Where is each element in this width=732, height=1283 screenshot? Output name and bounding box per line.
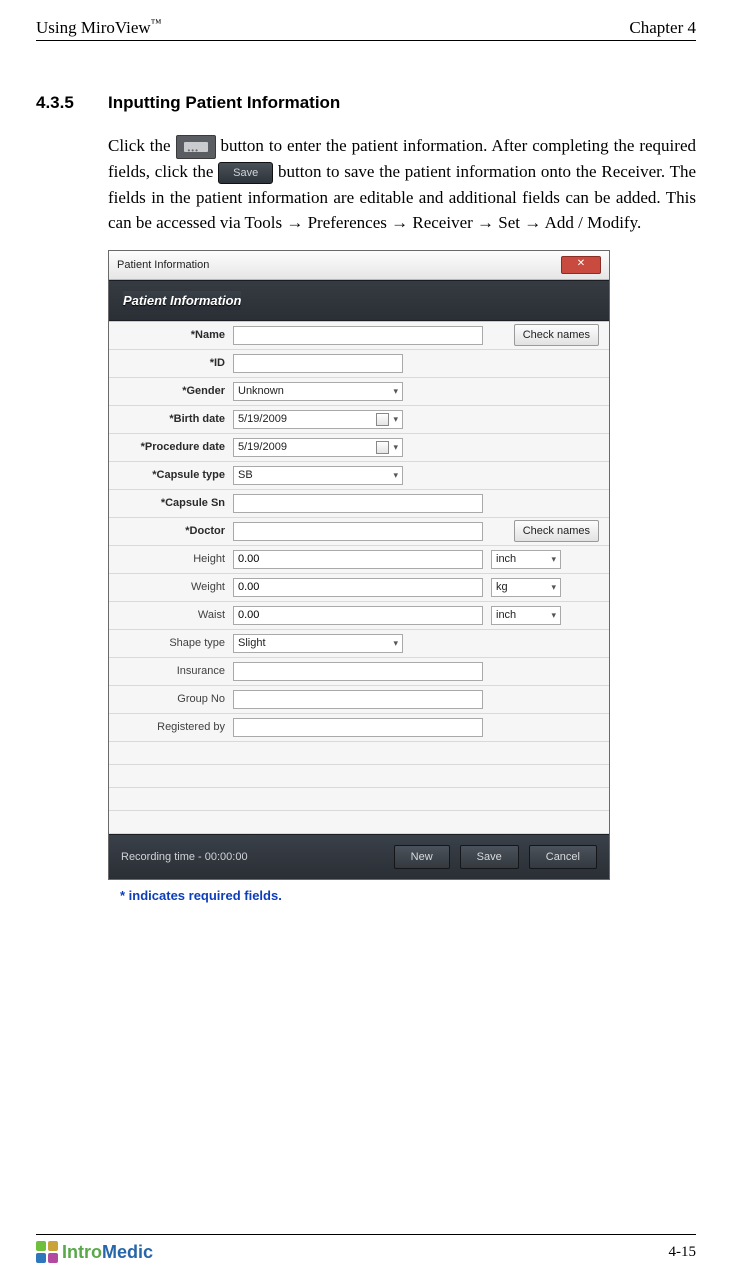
id-field[interactable] [233, 354, 403, 373]
check-names-button[interactable]: Check names [514, 520, 599, 542]
input-toolbar-icon: ••• [176, 135, 216, 159]
dialog-footer: Recording time - 00:00:00 New Save Cance… [109, 834, 609, 879]
required-note: * indicates required fields. [120, 888, 696, 903]
label-insurance: Insurance [119, 665, 225, 677]
waist-field[interactable] [233, 606, 483, 625]
label-birth: *Birth date [119, 413, 225, 425]
dialog-title-text: Patient Information [117, 259, 209, 271]
label-id: *ID [119, 357, 225, 369]
calendar-icon [376, 441, 389, 454]
header-left: Using MiroView™ [36, 18, 161, 38]
doctor-field[interactable] [233, 522, 483, 541]
dialog-header-band: Patient Information [109, 280, 609, 321]
section-number: 4.3.5 [36, 93, 86, 113]
birth-date-field[interactable]: 5/19/2009▾ [233, 410, 403, 429]
label-doctor: *Doctor [119, 525, 225, 537]
height-field[interactable] [233, 550, 483, 569]
insurance-field[interactable] [233, 662, 483, 681]
height-unit-select[interactable]: inch▾ [491, 550, 561, 569]
save-button[interactable]: Save [460, 845, 519, 869]
check-names-button[interactable]: Check names [514, 324, 599, 346]
label-shape-type: Shape type [119, 637, 225, 649]
label-name: *Name [119, 329, 225, 341]
empty-row [109, 742, 609, 765]
shape-type-select[interactable]: Slight▾ [233, 634, 403, 653]
label-registered-by: Registered by [119, 721, 225, 733]
name-field[interactable] [233, 326, 483, 345]
logo: IntroMedic [36, 1241, 153, 1263]
logo-icon [36, 1241, 58, 1263]
capsule-sn-field[interactable] [233, 494, 483, 513]
label-waist: Waist [119, 609, 225, 621]
empty-row [109, 788, 609, 811]
close-icon[interactable]: ✕ [561, 256, 601, 274]
section-title: Inputting Patient Information [108, 93, 340, 113]
save-button-inline-icon: Save [218, 162, 273, 184]
weight-unit-select[interactable]: kg▾ [491, 578, 561, 597]
label-capsule-sn: *Capsule Sn [119, 497, 225, 509]
calendar-icon [376, 413, 389, 426]
patient-form: *Name Check names *ID *Gender Unknown▾ *… [109, 321, 609, 834]
label-capsule-type: *Capsule type [119, 469, 225, 481]
page-footer: IntroMedic 4-15 [36, 1234, 696, 1263]
gender-select[interactable]: Unknown▾ [233, 382, 403, 401]
procedure-date-field[interactable]: 5/19/2009▾ [233, 438, 403, 457]
page-number: 4-15 [669, 1244, 697, 1261]
label-gender: *Gender [119, 385, 225, 397]
header-right: Chapter 4 [629, 18, 696, 38]
patient-info-dialog: Patient Information ✕ Patient Informatio… [108, 250, 610, 880]
page-header: Using MiroView™ Chapter 4 [36, 18, 696, 41]
registered-by-field[interactable] [233, 718, 483, 737]
cancel-button[interactable]: Cancel [529, 845, 597, 869]
empty-row [109, 811, 609, 834]
capsule-type-select[interactable]: SB▾ [233, 466, 403, 485]
recording-time: Recording time - 00:00:00 [121, 851, 384, 863]
waist-unit-select[interactable]: inch▾ [491, 606, 561, 625]
panel-title: Patient Information [123, 291, 241, 310]
new-button[interactable]: New [394, 845, 450, 869]
label-weight: Weight [119, 581, 225, 593]
label-procedure-date: *Procedure date [119, 441, 225, 453]
section-body: Click the ••• button to enter the patien… [108, 133, 696, 236]
label-height: Height [119, 553, 225, 565]
group-no-field[interactable] [233, 690, 483, 709]
weight-field[interactable] [233, 578, 483, 597]
dialog-titlebar: Patient Information ✕ [109, 251, 609, 280]
label-group-no: Group No [119, 693, 225, 705]
empty-row [109, 765, 609, 788]
